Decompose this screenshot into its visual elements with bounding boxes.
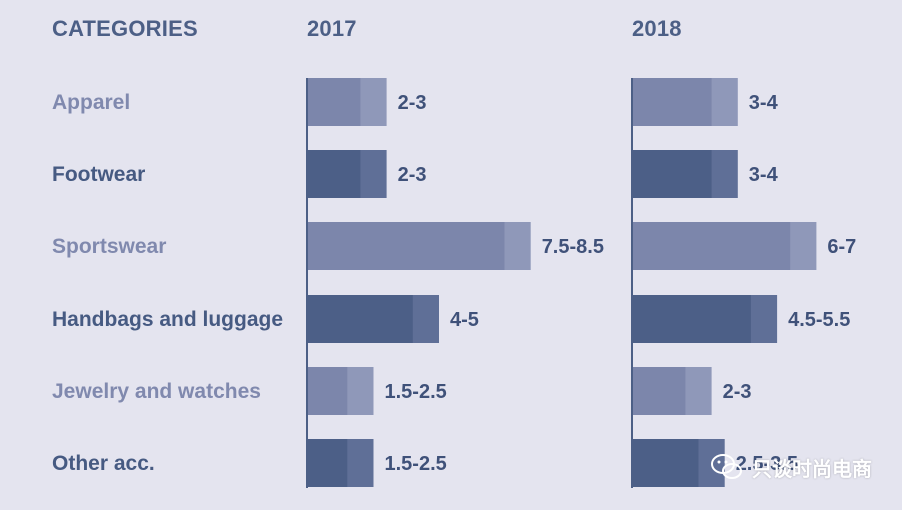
value-label-2017-sportswear: 7.5-8.5: [542, 236, 604, 258]
value-label-2017-handbags: 4-5: [450, 309, 479, 331]
value-label-2018-footwear: 3-4: [749, 164, 779, 186]
watermark-text: 只谈时尚电商: [752, 458, 872, 481]
value-label-2017-footwear: 2-3: [398, 164, 427, 186]
bar-range-low-2018-jewelry: [633, 367, 686, 415]
category-label-footwear: Footwear: [52, 163, 146, 186]
bar-range-low-2017-other: [308, 439, 348, 487]
value-label-2018-jewelry: 2-3: [723, 381, 752, 403]
bar-range-low-2017-jewelry: [308, 367, 348, 415]
year-2018-header: 2018: [632, 16, 682, 41]
bar-range-low-2017-sportswear: [308, 222, 505, 270]
bar-range-low-2018-footwear: [633, 150, 712, 198]
bar-range-low-2018-other: [633, 439, 699, 487]
bar-range-low-2018-sportswear: [633, 222, 791, 270]
bar-range-low-2018-apparel: [633, 78, 712, 126]
watermark: 只谈时尚电商: [710, 452, 872, 482]
category-label-apparel: Apparel: [52, 91, 131, 114]
value-label-2017-apparel: 2-3: [398, 92, 427, 114]
categories-header: CATEGORIES: [52, 16, 198, 41]
value-label-2018-apparel: 3-4: [749, 92, 779, 114]
panel-2017: 2-3 2-3 7.5-8.5 4-5 1.5-2.5 1.5-2.5: [306, 78, 604, 488]
category-label-other: Other acc.: [52, 452, 155, 475]
year-2017-header: 2017: [307, 16, 357, 41]
category-label-handbags: Handbags and luggage: [52, 308, 284, 331]
bar-range-low-2017-footwear: [308, 150, 361, 198]
value-label-2017-jewelry: 1.5-2.5: [385, 381, 447, 403]
category-label-sportswear: Sportswear: [52, 235, 167, 258]
bar-range-low-2017-handbags: [308, 295, 413, 343]
value-label-2017-other: 1.5-2.5: [385, 453, 447, 475]
wechat-icon: [711, 454, 742, 479]
value-label-2018-handbags: 4.5-5.5: [788, 309, 850, 331]
value-label-2018-other: 2.5-3.5: [736, 453, 798, 475]
category-label-jewelry: Jewelry and watches: [52, 380, 261, 403]
panel-2018: 3-4 3-4 6-7 4.5-5.5 2-3 2.5-3.5: [631, 78, 856, 488]
bar-range-low-2017-apparel: [308, 78, 361, 126]
value-label-2018-sportswear: 6-7: [827, 236, 856, 258]
bar-range-low-2018-handbags: [633, 295, 751, 343]
